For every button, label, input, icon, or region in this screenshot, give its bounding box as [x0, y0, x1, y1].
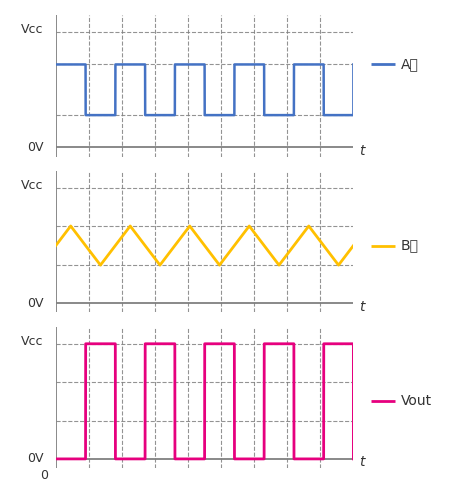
Text: A点: A点	[401, 57, 419, 71]
Text: t: t	[359, 300, 365, 314]
Text: 0: 0	[40, 469, 48, 482]
Text: 0V: 0V	[27, 297, 44, 310]
Text: Vcc: Vcc	[21, 23, 44, 36]
Text: 0V: 0V	[27, 452, 44, 466]
Text: t: t	[359, 455, 365, 469]
Text: Vcc: Vcc	[21, 179, 44, 192]
Text: t: t	[359, 144, 365, 158]
Text: B点: B点	[401, 239, 419, 252]
Text: Vout: Vout	[401, 394, 432, 408]
Text: Vcc: Vcc	[21, 335, 44, 348]
Text: 0V: 0V	[27, 141, 44, 154]
